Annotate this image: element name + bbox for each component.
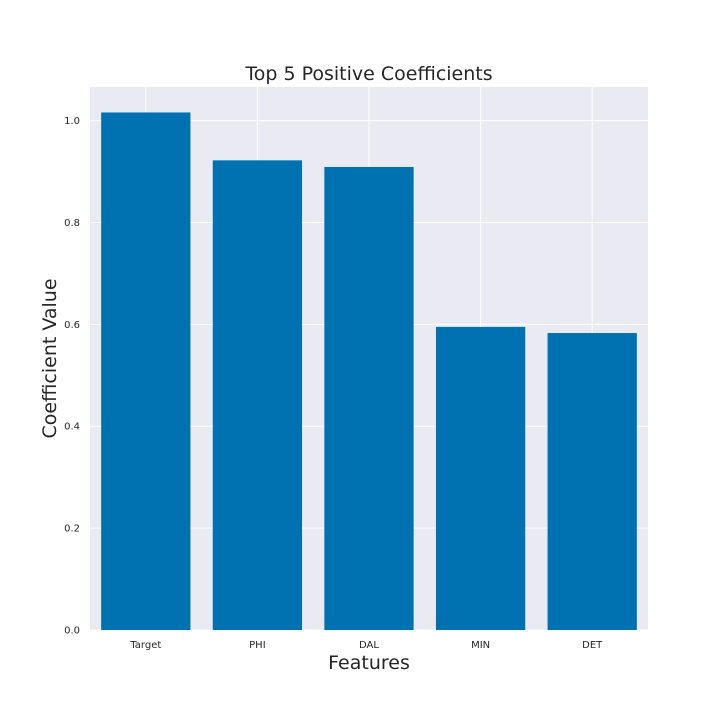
chart-title: Top 5 Positive Coefficients (244, 63, 492, 85)
bar-dal (324, 166, 414, 631)
x-tick-label: MIN (471, 640, 490, 651)
x-axis-ticks: Target PHI DAL MIN DET (129, 640, 603, 651)
y-axis-ticks: 0.0 0.2 0.4 0.6 0.8 1.0 (64, 116, 80, 636)
x-tick-label: DAL (359, 640, 379, 651)
y-tick-label: 1.0 (64, 116, 80, 127)
y-tick-label: 0.8 (64, 218, 80, 229)
bar-target (101, 112, 191, 630)
x-tick-label: Target (129, 640, 161, 651)
bars (101, 112, 637, 631)
y-axis-label: Coefficient Value (39, 278, 61, 438)
bar-phi (212, 160, 303, 631)
y-tick-label: 0.4 (64, 422, 80, 433)
y-tick-label: 0.6 (64, 320, 80, 331)
bar-det (547, 333, 637, 630)
x-tick-label: DET (582, 640, 603, 651)
x-axis-label: Features (328, 652, 410, 674)
x-tick-label: PHI (249, 640, 266, 651)
bar-min (435, 326, 526, 630)
y-tick-label: 0.2 (64, 524, 80, 535)
y-tick-label: 0.0 (64, 626, 80, 637)
